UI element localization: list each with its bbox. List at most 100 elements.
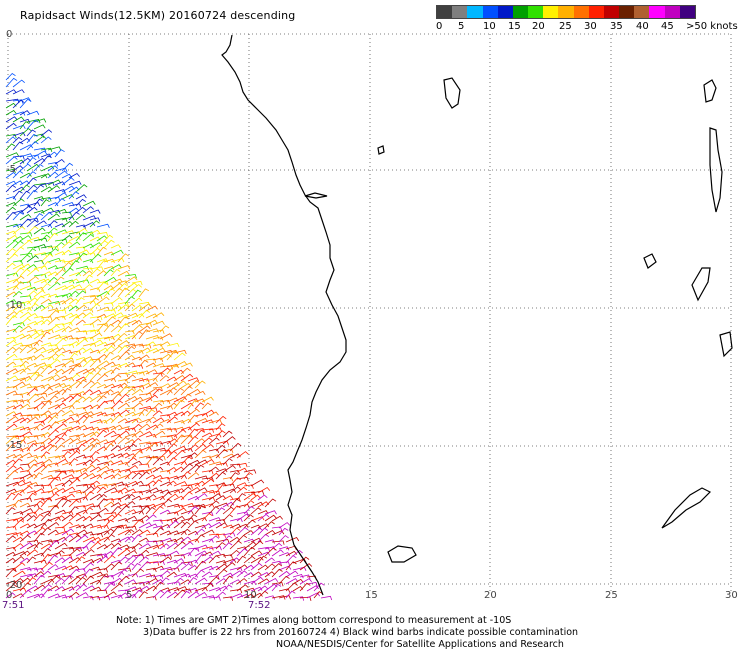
wind-barb (118, 386, 129, 395)
wind-barb (55, 160, 65, 165)
wind-barb (69, 187, 79, 192)
wind-barb (48, 488, 59, 493)
wind-barb (48, 302, 60, 306)
wind-barb (111, 298, 122, 304)
wind-barb (20, 154, 32, 158)
wind-barb (125, 408, 135, 412)
wind-barb (13, 227, 25, 234)
wind-barb (27, 247, 40, 251)
wind-barb (34, 508, 43, 514)
wind-barb (202, 397, 214, 402)
wind-barb (118, 334, 127, 340)
wind-barb (118, 453, 129, 458)
wind-barb (97, 236, 107, 241)
wind-barb (97, 233, 108, 237)
wind-barb (118, 352, 129, 360)
wind-barb (286, 583, 298, 591)
wind-barb (195, 465, 204, 472)
wind-barb (111, 269, 120, 276)
wind-barb (62, 480, 72, 486)
wind-barb (27, 269, 39, 276)
wind-barb (48, 478, 58, 486)
wind-barb (6, 337, 16, 341)
wind-barb (118, 383, 128, 388)
wind-barb (97, 487, 106, 493)
wind-barb (118, 305, 129, 311)
wind-barb (132, 403, 143, 409)
wind-barb (6, 369, 18, 374)
wind-barb (90, 237, 100, 241)
island (692, 268, 710, 300)
time-label: 7:51 (2, 600, 24, 611)
wind-barb (20, 368, 30, 374)
wind-barb (83, 260, 93, 264)
wind-barb (118, 463, 128, 467)
wind-barb (174, 562, 186, 570)
wind-barb (20, 471, 30, 475)
wind-barb (97, 590, 107, 594)
wind-barb (55, 150, 65, 157)
wind-barb (272, 596, 285, 600)
wind-barb (13, 490, 24, 494)
wind-barb (146, 596, 156, 600)
wind-barb (27, 111, 39, 115)
wind-barb (90, 304, 100, 311)
wind-barb (174, 462, 187, 466)
wind-barb (125, 551, 137, 557)
island (444, 78, 460, 108)
wind-barb (27, 394, 39, 402)
wind-barb (153, 448, 166, 452)
wind-barb (69, 479, 80, 486)
wind-barb (321, 596, 332, 600)
wind-barb (153, 344, 163, 348)
wind-barb (111, 245, 121, 248)
wind-barb (111, 320, 121, 325)
wind-barb (48, 214, 60, 220)
wind-barb (125, 440, 135, 444)
wind-barb (97, 545, 107, 549)
wind-barb (76, 535, 88, 542)
wind-barb (230, 594, 243, 598)
wind-barb (83, 373, 93, 382)
wind-barb (62, 512, 73, 516)
wind-barb (34, 498, 44, 502)
wind-barb (153, 313, 164, 318)
wind-barb (83, 313, 93, 318)
wind-barb (265, 522, 275, 528)
wind-barb (132, 365, 143, 369)
wind-barb (34, 446, 46, 451)
wind-barb (181, 511, 193, 514)
wind-barb (27, 227, 38, 235)
wind-barb (83, 201, 95, 206)
wind-barb (20, 312, 31, 318)
wind-barb (188, 507, 198, 514)
y-tick: -5 (6, 164, 16, 175)
wind-barb (62, 231, 74, 235)
wind-barb (125, 458, 137, 465)
wind-barb (279, 523, 290, 528)
wind-barb (13, 268, 24, 276)
wind-barb (167, 582, 180, 586)
wind-barb (139, 464, 149, 468)
wind-barb (230, 589, 242, 593)
wind-barb (20, 219, 31, 227)
wind-barb (118, 537, 131, 542)
wind-barb (139, 360, 148, 367)
wind-barb (83, 444, 95, 451)
lat-lon-grid (8, 34, 731, 594)
wind-barb (6, 508, 15, 514)
wind-barb (90, 467, 101, 472)
wind-barb (6, 526, 16, 530)
wind-barb (104, 515, 115, 521)
wind-barb (223, 459, 233, 465)
wind-barb (209, 455, 220, 459)
wind-barb (69, 500, 79, 507)
footnote-line: Note: 1) Times are GMT 2)Times along bot… (116, 615, 578, 627)
wind-barb (62, 535, 73, 542)
wind-barb (160, 384, 171, 388)
wind-barb (97, 292, 109, 298)
wind-barb (48, 456, 60, 460)
wind-barb (139, 485, 150, 489)
wind-barb (90, 427, 100, 431)
wind-barb (97, 401, 108, 409)
